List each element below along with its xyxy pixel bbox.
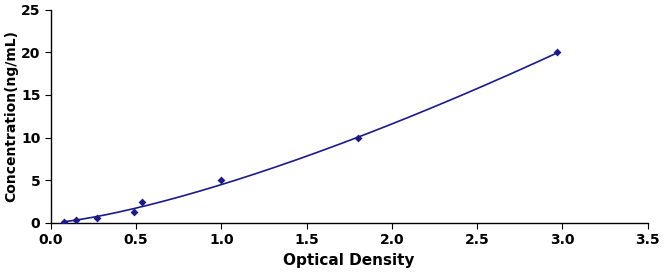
- Point: [353, 135, 363, 140]
- X-axis label: Optical Density: Optical Density: [284, 253, 415, 268]
- Point: [71, 218, 82, 222]
- Point: [552, 50, 562, 54]
- Point: [216, 178, 226, 183]
- Point: [137, 199, 147, 204]
- Point: [58, 219, 69, 224]
- Point: [129, 210, 139, 214]
- Y-axis label: Concentration(ng/mL): Concentration(ng/mL): [4, 30, 18, 202]
- Point: [92, 215, 102, 220]
